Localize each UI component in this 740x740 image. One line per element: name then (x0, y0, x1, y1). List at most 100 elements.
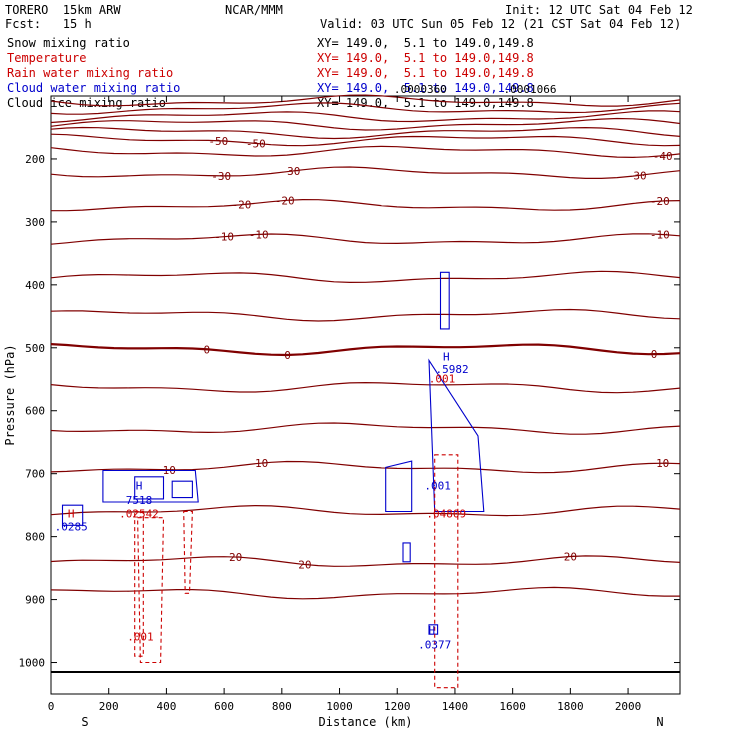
isotherm-line (51, 198, 681, 212)
south-label: S (81, 715, 88, 729)
isotherm-label: -50 (246, 137, 266, 150)
isotherm-label: 20 (229, 551, 242, 564)
init-time: Init: 12 UTC Sat 04 Feb 12 (505, 3, 693, 17)
valid-time: Valid: 03 UTC Sun 05 Feb 12 (21 CST Sat … (320, 17, 682, 31)
x-tick-label: 1200 (384, 700, 411, 713)
max-value-label: .001 (429, 372, 456, 385)
legend-name: Rain water mixing ratio (7, 66, 174, 80)
isotherm-line (50, 504, 681, 517)
isotherm-line (50, 343, 681, 357)
isotherm-line (50, 381, 681, 394)
isotherm-line (50, 586, 680, 600)
cloud-water-contour (171, 480, 193, 499)
max-value-label: .0000360 (394, 83, 447, 96)
cloud-water-contour (439, 271, 450, 330)
cloud-water-contour (428, 358, 485, 513)
max-value-label: .001 (424, 479, 451, 492)
isotherm-label: -30 (211, 170, 231, 183)
isotherm-label: 0 (203, 343, 210, 356)
x-tick-label: 200 (99, 700, 119, 713)
cloud-water-contour (134, 476, 165, 500)
y-tick-label: 900 (25, 594, 45, 607)
y-tick-label: 500 (25, 342, 45, 355)
isotherm-label: 20 (564, 551, 577, 564)
x-tick-label: 800 (272, 700, 292, 713)
legend-xy: XY= 149.0, 5.1 to 149.0,149.8 (317, 81, 534, 95)
rain-water-contour (183, 510, 193, 594)
cloud-water-contour (385, 460, 413, 513)
isotherm-label: -50 (208, 135, 228, 148)
legend-xy: XY= 149.0, 5.1 to 149.0,149.8 (317, 36, 534, 50)
legend-name: Temperature (7, 51, 87, 65)
isotherm-line (50, 233, 681, 245)
isotherm-label: 10 (255, 457, 268, 470)
x-tick-label: 1400 (442, 700, 469, 713)
isotherm-label: -30 (281, 165, 301, 178)
y-tick-label: 600 (25, 405, 45, 418)
isotherm-line (50, 102, 681, 115)
isotherm-label: -20 (275, 194, 295, 207)
isotherm-label: 20 (298, 559, 311, 572)
x-tick-label: 0 (48, 700, 55, 713)
max-value-label: H (443, 350, 450, 363)
cloud-water-contour (61, 504, 84, 526)
isotherm-line (50, 166, 681, 179)
y-tick-label: 700 (25, 468, 45, 481)
model-title: TORERO 15km ARW (5, 3, 121, 17)
isotherm-line (50, 126, 681, 140)
max-value-label: .0001066 (503, 83, 556, 96)
x-tick-label: 600 (214, 700, 234, 713)
isotherm-label: -40 (653, 150, 673, 163)
max-value-label: H (68, 508, 75, 521)
isotherm-label: -10 (249, 228, 269, 241)
y-tick-label: 300 (25, 216, 45, 229)
isotherm-label: 0 (284, 349, 291, 362)
isotherm-line (50, 117, 681, 131)
rain-water-contour (134, 510, 144, 657)
max-value-label: .0285 (55, 520, 88, 533)
max-value-label: H (429, 624, 436, 637)
forecast-hour: Fcst: 15 h (5, 17, 92, 31)
isotherm-label: -20 (650, 195, 670, 208)
rain-water-contour (434, 454, 459, 689)
legend-name: Cloud water mixing ratio (7, 81, 181, 95)
plot-frame (50, 95, 681, 695)
max-value-label: H (136, 479, 143, 492)
max-value-label: .0377 (418, 639, 451, 652)
x-tick-label: 1600 (499, 700, 526, 713)
max-value-label: .5982 (435, 363, 468, 376)
rain-water-contour (137, 517, 165, 664)
isotherm-line (50, 555, 681, 567)
y-tick-label: 800 (25, 531, 45, 544)
isotherm-line (50, 270, 681, 284)
legend-xy: XY= 149.0, 5.1 to 149.0,149.8 (317, 51, 534, 65)
cloud-water-contour (428, 624, 439, 635)
legend-xy: XY= 149.0, 5.1 to 149.0,149.8 (317, 96, 534, 110)
legend-xy: XY= 149.0, 5.1 to 149.0,149.8 (317, 66, 534, 80)
isotherm-label: 10 (656, 457, 669, 470)
max-value-label: .001 (127, 630, 154, 643)
max-value-label: .02542 (119, 508, 159, 521)
cloud-water-contour (402, 542, 411, 563)
org-label: NCAR/MMM (225, 3, 283, 17)
isotherm-line (50, 133, 681, 147)
y-tick-label: 400 (25, 279, 45, 292)
isotherm-label: -10 (214, 231, 234, 244)
max-value-label: .04809 (426, 508, 466, 521)
isotherm-label: -30 (627, 170, 647, 183)
legend-name: Snow mixing ratio (7, 36, 130, 50)
x-axis-title: Distance (km) (319, 715, 413, 729)
isotherm-line (50, 145, 681, 159)
x-tick-label: 1000 (326, 700, 353, 713)
isotherm-line (50, 460, 681, 474)
y-tick-label: 1000 (19, 657, 46, 670)
north-label: N (656, 715, 663, 729)
max-value-label: 7518 (126, 494, 153, 507)
isotherm-line (50, 110, 681, 124)
cloud-water-contour (102, 469, 199, 503)
isotherm-label: -10 (650, 228, 670, 241)
isotherm-label: 0 (651, 348, 658, 361)
x-tick-label: 400 (156, 700, 176, 713)
isotherm-label: -20 (231, 199, 251, 212)
